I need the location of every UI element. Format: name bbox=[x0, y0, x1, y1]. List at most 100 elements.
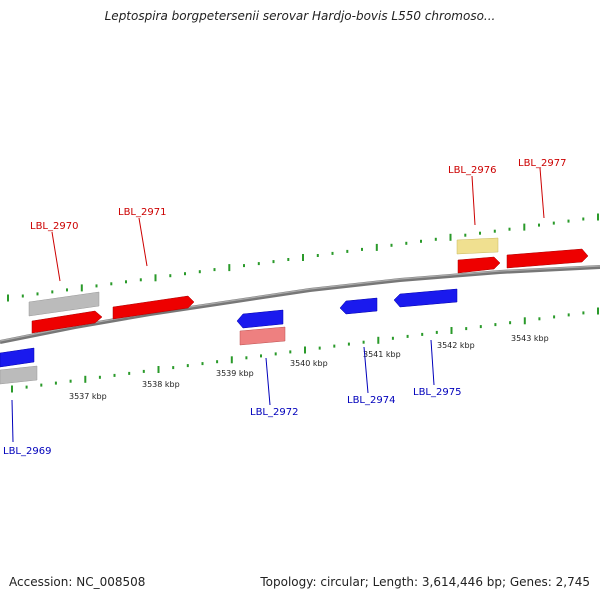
major-tick bbox=[597, 213, 599, 221]
tick-label: 3540 kbp bbox=[290, 359, 328, 368]
reverse-scale-ticks bbox=[11, 307, 599, 393]
gene-label-lbl-2969[interactable]: LBL_2969 bbox=[3, 446, 51, 457]
minor-tick bbox=[40, 383, 43, 387]
minor-tick bbox=[508, 227, 511, 231]
minor-tick bbox=[406, 334, 409, 338]
tick-label: 3542 kbp bbox=[437, 341, 475, 350]
tick-label: 3543 kbp bbox=[511, 334, 549, 343]
callout-lines bbox=[11, 167, 545, 443]
minor-tick bbox=[289, 350, 292, 354]
minor-tick bbox=[139, 278, 142, 282]
reverse-gene-features bbox=[0, 288, 458, 385]
gene-label-lbl-2976[interactable]: LBL_2976 bbox=[448, 165, 496, 176]
gene-feature-lbl-2974[interactable] bbox=[339, 297, 378, 315]
minor-tick bbox=[257, 262, 260, 266]
minor-tick bbox=[465, 327, 468, 331]
gene-label-lbl-2977[interactable]: LBL_2977 bbox=[518, 158, 566, 169]
major-tick bbox=[11, 385, 13, 393]
major-tick bbox=[7, 294, 9, 302]
gene-label-lbl-2974[interactable]: LBL_2974 bbox=[347, 395, 395, 406]
major-tick bbox=[377, 336, 380, 344]
minor-tick bbox=[479, 231, 481, 235]
gene-label-lbl-2972[interactable]: LBL_2972 bbox=[250, 407, 298, 418]
minor-tick bbox=[552, 221, 555, 225]
minor-tick bbox=[110, 282, 113, 286]
minor-tick bbox=[420, 239, 422, 243]
minor-tick bbox=[113, 373, 116, 377]
gene-feature-lbl-2972[interactable] bbox=[239, 326, 286, 346]
accession-info: Accession: NC_008508 bbox=[9, 575, 146, 589]
major-tick bbox=[450, 327, 453, 334]
gene-feature-lbl-2969[interactable] bbox=[0, 347, 35, 368]
chromosome-backbone bbox=[0, 265, 600, 344]
minor-tick bbox=[538, 317, 541, 321]
gene-feature-lbl-2970[interactable] bbox=[31, 310, 103, 334]
minor-tick bbox=[509, 321, 512, 325]
map-title: Leptospira borgpetersenii serovar Hardjo… bbox=[104, 9, 496, 23]
scale-tick-labels: 3537 kbp 3538 kbp 3539 kbp 3540 kbp 3541… bbox=[69, 334, 549, 401]
gene-feature-lbl-2972-upper[interactable] bbox=[236, 309, 284, 329]
minor-tick bbox=[346, 249, 349, 253]
minor-tick bbox=[333, 344, 336, 348]
minor-tick bbox=[51, 290, 54, 294]
minor-tick bbox=[316, 254, 319, 257]
minor-tick bbox=[213, 268, 216, 272]
minor-tick bbox=[66, 288, 68, 292]
minor-tick bbox=[125, 280, 127, 284]
gene-feature-rna[interactable] bbox=[456, 237, 499, 255]
minor-tick bbox=[169, 274, 172, 278]
minor-tick bbox=[567, 313, 570, 317]
minor-tick bbox=[36, 292, 39, 296]
minor-tick bbox=[553, 315, 556, 319]
minor-tick bbox=[25, 385, 28, 389]
minor-tick bbox=[405, 241, 408, 245]
minor-tick bbox=[98, 375, 101, 379]
minor-tick bbox=[318, 346, 321, 350]
minor-tick bbox=[390, 243, 393, 247]
minor-tick bbox=[142, 369, 145, 373]
gene-labels: LBL_2970 LBL_2971 LBL_2976 LBL_2977 LBL_… bbox=[3, 158, 566, 457]
minor-tick bbox=[582, 311, 585, 315]
gene-feature-pseudo[interactable] bbox=[28, 291, 100, 317]
minor-tick bbox=[172, 366, 175, 370]
minor-tick bbox=[421, 332, 424, 336]
minor-tick bbox=[198, 270, 201, 274]
minor-tick bbox=[272, 260, 275, 264]
minor-tick bbox=[274, 352, 277, 356]
major-tick bbox=[157, 366, 160, 373]
minor-tick bbox=[434, 237, 437, 241]
minor-tick bbox=[95, 284, 98, 288]
forward-scale-ticks bbox=[7, 213, 599, 302]
major-tick bbox=[80, 284, 83, 292]
minor-tick bbox=[260, 354, 262, 358]
minor-tick bbox=[361, 247, 363, 251]
minor-tick bbox=[287, 258, 290, 261]
major-tick bbox=[302, 254, 304, 261]
major-tick bbox=[230, 356, 233, 364]
tick-label: 3537 kbp bbox=[69, 392, 107, 401]
minor-tick bbox=[391, 336, 394, 340]
gene-feature-lbl-2976[interactable] bbox=[457, 256, 501, 274]
minor-tick bbox=[331, 251, 334, 255]
major-tick bbox=[523, 317, 526, 325]
minor-tick bbox=[245, 356, 248, 360]
gene-label-lbl-2971[interactable]: LBL_2971 bbox=[118, 207, 166, 218]
minor-tick bbox=[21, 294, 24, 298]
gene-label-lbl-2975[interactable]: LBL_2975 bbox=[413, 387, 461, 398]
minor-tick bbox=[538, 223, 540, 227]
minor-tick bbox=[567, 219, 570, 223]
minor-tick bbox=[216, 360, 219, 364]
minor-tick bbox=[435, 330, 438, 334]
minor-tick bbox=[464, 233, 467, 237]
gene-feature-lbl-2977[interactable] bbox=[506, 248, 589, 269]
tick-label: 3538 kbp bbox=[142, 380, 180, 389]
minor-tick bbox=[494, 323, 497, 327]
minor-tick bbox=[493, 229, 496, 233]
major-tick bbox=[304, 346, 306, 354]
minor-tick bbox=[582, 217, 585, 221]
gene-label-lbl-2970[interactable]: LBL_2970 bbox=[30, 221, 78, 232]
gene-feature-lbl-2971[interactable] bbox=[112, 295, 195, 320]
gene-feature-pseudo-reverse[interactable] bbox=[0, 365, 38, 385]
gene-feature-lbl-2975[interactable] bbox=[393, 288, 458, 308]
